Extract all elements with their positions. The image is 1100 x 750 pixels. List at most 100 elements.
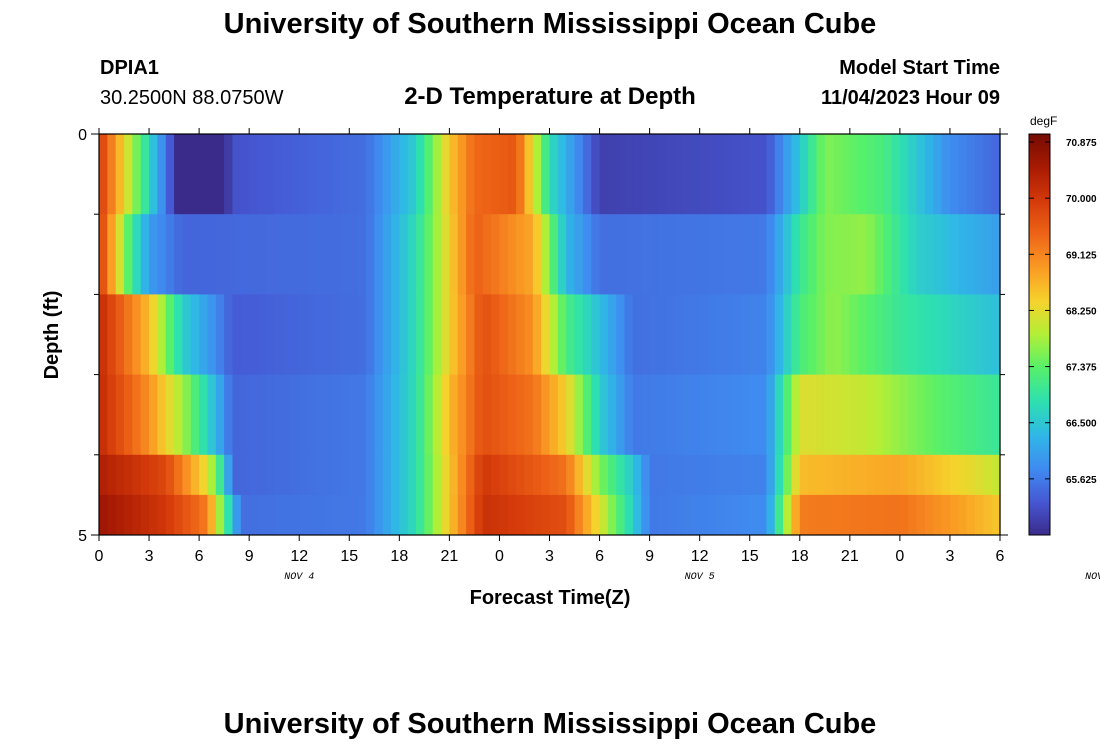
heatmap-cell (799, 134, 809, 215)
heatmap-cell (165, 494, 175, 536)
colorbar-tick-label: 70.875 (1066, 138, 1097, 149)
heatmap-cell (516, 494, 526, 536)
heatmap-cell (399, 454, 409, 496)
heatmap-cell (766, 454, 776, 496)
heatmap-cell (257, 374, 267, 456)
heatmap-cell (791, 134, 801, 215)
heatmap-cell (749, 134, 759, 215)
footer-title: University of Southern Mississippi Ocean… (223, 708, 877, 740)
heatmap-cell (824, 134, 834, 215)
heatmap-cell (941, 214, 951, 295)
heatmap-cell (315, 454, 325, 496)
heatmap-cell (799, 494, 809, 536)
heatmap-cell (441, 134, 450, 215)
heatmap-cell (374, 454, 384, 496)
heatmap-cell (883, 454, 893, 496)
heatmap-cell (299, 134, 309, 215)
heatmap-cell (958, 374, 968, 456)
heatmap-cell (424, 214, 434, 295)
heatmap-cell (265, 294, 275, 375)
heatmap-cell (299, 374, 309, 456)
date-label: NOV 6 (1085, 572, 1100, 583)
heatmap-cell (432, 134, 442, 215)
heatmap-cell (124, 374, 133, 456)
heatmap-cell (657, 294, 667, 375)
heatmap-cell (799, 454, 809, 496)
heatmap-cell (115, 294, 125, 375)
heatmap-cell (783, 294, 793, 375)
heatmap-cell (165, 214, 175, 295)
heatmap-cell (708, 134, 717, 215)
heatmap-cell (941, 494, 951, 536)
heatmap-cell (666, 134, 676, 215)
heatmap-cell (149, 214, 158, 295)
heatmap-cell (340, 214, 350, 295)
heatmap-cell (499, 294, 509, 375)
heatmap-cell (240, 494, 250, 536)
heatmap-cell (833, 494, 843, 536)
heatmap-cell (716, 454, 726, 496)
heatmap-cell (891, 134, 901, 215)
heatmap-cell (457, 494, 467, 536)
heatmap-cell (699, 494, 709, 536)
x-tick-label: 9 (645, 548, 654, 565)
heatmap-cell (274, 374, 284, 456)
heatmap-cell (616, 214, 626, 295)
heatmap-cell (816, 374, 826, 456)
heatmap-cell (933, 494, 943, 536)
heatmap-cell (349, 454, 359, 496)
heatmap-cell (599, 494, 609, 536)
heatmap-cell (632, 134, 642, 215)
heatmap-cell (991, 454, 1001, 496)
heatmap-cell (899, 374, 909, 456)
heatmap-cell (474, 134, 484, 215)
heatmap-cell (574, 374, 584, 456)
heatmap-cell (232, 454, 242, 496)
heatmap-cell (607, 214, 617, 295)
heatmap-cell (749, 454, 759, 496)
heatmap-cell (407, 294, 417, 375)
heatmap-cell (541, 134, 551, 215)
heatmap-cell (632, 294, 642, 375)
heatmap-cell (365, 134, 375, 215)
heatmap-cell (532, 134, 542, 215)
heatmap-cell (365, 454, 375, 496)
x-tick-label: 6 (195, 548, 204, 565)
heatmap-cell (224, 454, 234, 496)
heatmap-cell (766, 134, 776, 215)
heatmap-cell (791, 454, 801, 496)
heatmap-cell (99, 214, 108, 295)
heatmap-cell (983, 494, 993, 536)
heatmap-cell (174, 374, 184, 456)
heatmap-cell (933, 454, 943, 496)
heatmap-cell (733, 294, 742, 375)
heatmap-cell (190, 374, 200, 456)
heatmap-cell (390, 454, 400, 496)
heatmap-cell (682, 374, 692, 456)
heatmap-cell (849, 134, 859, 215)
heatmap-cell (224, 214, 234, 295)
heatmap-cell (249, 294, 259, 375)
heatmap-cell (924, 374, 934, 456)
heatmap-cell (140, 494, 150, 536)
heatmap-cell (741, 454, 751, 496)
heatmap-cell (799, 294, 809, 375)
heatmap-cell (307, 214, 317, 295)
heatmap-cell (666, 214, 676, 295)
heatmap-cell (265, 494, 275, 536)
heatmap-cell (274, 454, 284, 496)
heatmap-cell (566, 454, 576, 496)
heatmap-cell (190, 494, 200, 536)
heatmap-cell (674, 494, 684, 536)
heatmap-cell (324, 214, 334, 295)
heatmap-cell (340, 374, 350, 456)
heatmap-cell (941, 294, 951, 375)
heatmap-cell (416, 374, 425, 456)
heatmap-cell (908, 494, 918, 536)
heatmap-cell (182, 494, 192, 536)
heatmap-cell (374, 294, 384, 375)
heatmap-cell (691, 454, 701, 496)
heatmap-cell (582, 214, 592, 295)
heatmap-cell (557, 134, 567, 215)
heatmap-cell (432, 374, 442, 456)
